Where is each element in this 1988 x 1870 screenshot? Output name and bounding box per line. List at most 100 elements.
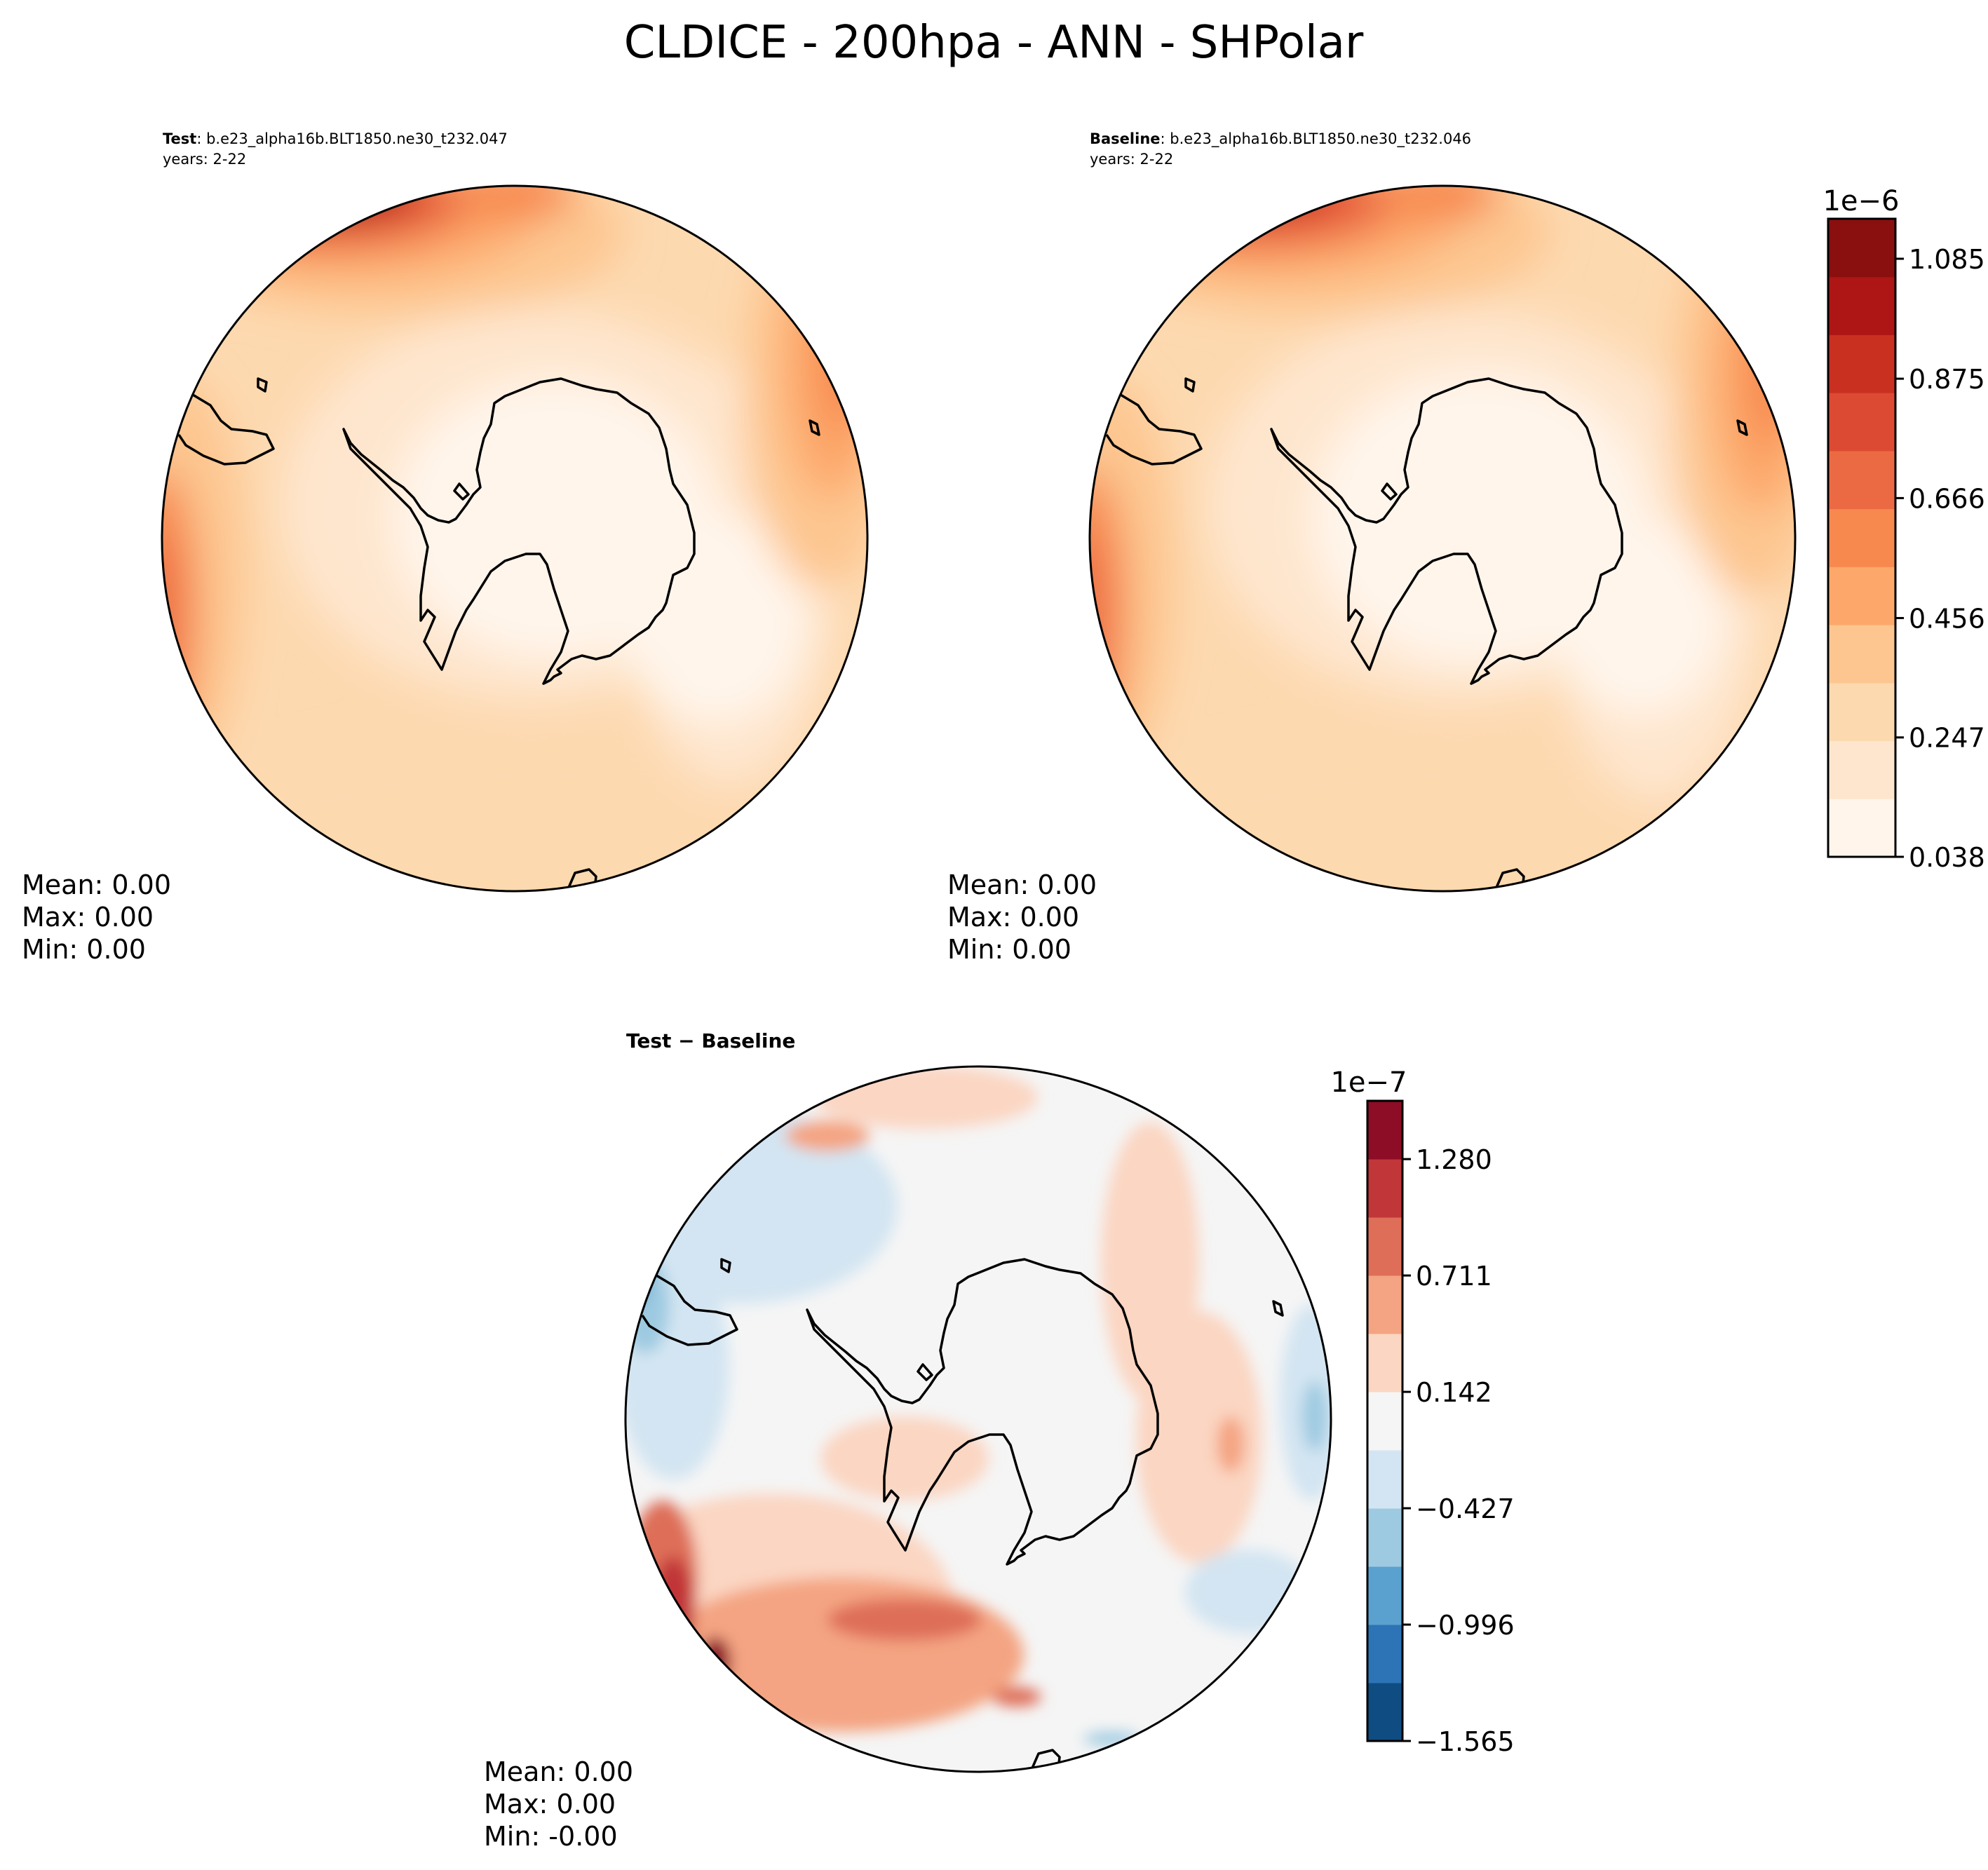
div-colorbar-swatch-7	[1367, 1275, 1402, 1334]
test-blob-top-2	[168, 186, 533, 277]
diff-blob-s-blue	[1083, 1732, 1140, 1746]
test-stat-mean: Mean: 0.00	[22, 869, 171, 900]
diff-south-america-tip	[641, 1272, 738, 1346]
baseline-stat-min: Min: 0.00	[947, 934, 1071, 965]
seq-colorbar-tick-label-4: 0.875	[1909, 364, 1985, 395]
seq-colorbar-swatch-6	[1828, 450, 1895, 510]
test-blob-ocean-bottom	[196, 729, 867, 891]
div-colorbar-ticks: −1.565 −0.996 −0.427 0.142 0.711 1.280	[1402, 1144, 1515, 1757]
baseline-blob-left-2	[1090, 470, 1127, 750]
seq-colorbar-swatch-1	[1828, 740, 1895, 799]
baseline-label: Baseline: b.e23_alpha16b.BLT1850.ne30_t2…	[1090, 130, 1471, 148]
div-colorbar-swatch-1	[1367, 1625, 1402, 1683]
seq-colorbar-swatch-7	[1828, 393, 1895, 452]
div-colorbar-swatch-3	[1367, 1508, 1402, 1567]
test-map-frame	[161, 184, 869, 893]
diff-panel: Test − Baseline	[484, 1029, 1515, 1852]
test-stat-max: Max: 0.00	[22, 902, 154, 933]
test-new-zealand-fragment	[567, 868, 597, 890]
div-colorbar-swatch-5	[1367, 1392, 1402, 1451]
diff-blob-se-blue	[1185, 1550, 1311, 1634]
test-map	[162, 186, 867, 891]
diff-blob-top-red-2	[785, 1120, 870, 1151]
baseline-south-america-tip	[1105, 391, 1203, 466]
div-colorbar-swatch-8	[1367, 1217, 1402, 1276]
test-label-bold: Test	[163, 130, 196, 147]
baseline-falklands	[1184, 377, 1196, 393]
baseline-antarctica-coast	[1270, 377, 1623, 685]
seq-colorbar-swatch-0	[1828, 799, 1895, 858]
div-colorbar-tick-label-5: 1.280	[1416, 1144, 1492, 1175]
seq-colorbar-swatch-9	[1828, 276, 1895, 335]
diff-blob-east-red	[1136, 1311, 1262, 1564]
seq-colorbar-ticks: 0.038 0.247 0.456 0.666 0.875 1.085	[1895, 244, 1985, 873]
baseline-blob-top-5	[1178, 186, 1318, 209]
seq-colorbar-tick-label-3: 0.666	[1909, 483, 1985, 514]
div-colorbar-swatches	[1367, 1101, 1402, 1742]
diff-blob-top-red	[813, 1066, 1038, 1129]
test-blob-top-5	[252, 186, 393, 209]
test-panel: Test: b.e23_alpha16b.BLT1850.ne30_t232.0…	[22, 130, 869, 965]
baseline-years: years: 2-22	[1090, 151, 1173, 168]
div-colorbar-tick-label-1: −0.996	[1416, 1610, 1515, 1641]
div-colorbar-swatch-10	[1367, 1101, 1402, 1160]
baseline-blob-top-2	[1094, 186, 1459, 277]
seq-colorbar-tick-label-5: 1.085	[1909, 244, 1985, 275]
test-label: Test: b.e23_alpha16b.BLT1850.ne30_t232.0…	[163, 130, 508, 148]
diff-blob-sw-edge-2	[652, 1557, 694, 1669]
baseline-blob-right-2	[1711, 245, 1795, 512]
diff-map	[626, 1066, 1331, 1772]
div-colorbar-swatch-9	[1367, 1159, 1402, 1218]
div-colorbar-swatch-6	[1367, 1334, 1402, 1393]
diff-stat-mean: Mean: 0.00	[484, 1756, 633, 1787]
diff-blob-south-red	[659, 1578, 1024, 1732]
test-blob-right-3	[817, 280, 866, 435]
test-years: years: 2-22	[163, 151, 246, 168]
div-colorbar-tick-label-2: −0.427	[1416, 1493, 1515, 1524]
test-stat-min: Min: 0.00	[22, 934, 146, 965]
diff-blob-sw-edge-3	[700, 1637, 731, 1686]
baseline-blob-right-3	[1744, 294, 1793, 449]
test-kerguelen	[809, 419, 820, 436]
test-label-run: : b.e23_alpha16b.BLT1850.ne30_t232.047	[196, 130, 508, 148]
seq-colorbar-swatches	[1828, 219, 1895, 858]
div-colorbar-tick-label-0: −1.565	[1416, 1726, 1515, 1757]
baseline-kerguelen	[1736, 419, 1748, 436]
seq-colorbar-swatch-5	[1828, 508, 1895, 567]
baseline-label-bold: Baseline	[1090, 130, 1161, 147]
baseline-panel: Baseline: b.e23_alpha16b.BLT1850.ne30_t2…	[947, 130, 1985, 965]
baseline-stat-max: Max: 0.00	[947, 902, 1079, 933]
test-south-america-tip	[177, 391, 275, 466]
baseline-blob-top-4	[1143, 186, 1353, 226]
div-colorbar-frame	[1366, 1099, 1404, 1742]
div-colorbar-swatch-2	[1367, 1566, 1402, 1625]
test-antarctic-ice-inlet	[453, 482, 470, 501]
diff-blob-south-red-2	[827, 1599, 982, 1641]
seq-colorbar-tick-label-0: 0.038	[1909, 842, 1985, 873]
baseline-blob-top-orange	[1388, 186, 1501, 221]
seq-colorbar-swatch-4	[1828, 567, 1895, 625]
diff-coastlines	[641, 1258, 1284, 1770]
baseline-new-zealand-fragment	[1494, 868, 1525, 890]
seq-colorbar-exponent: 1e−6	[1823, 185, 1899, 217]
diff-blob-west-blue	[626, 1255, 729, 1479]
diff-new-zealand-fragment	[1030, 1749, 1061, 1770]
test-blob-top-3	[189, 186, 470, 249]
diff-antarctic-ice-inlet	[917, 1363, 933, 1381]
seq-colorbar-tick-label-1: 0.247	[1909, 723, 1985, 754]
test-falklands	[257, 377, 268, 393]
seq-colorbar-frame	[1827, 217, 1897, 858]
seq-colorbar-swatch-2	[1828, 682, 1895, 742]
baseline-blob-interior-east	[1557, 519, 1725, 715]
seq-colorbar-swatch-3	[1828, 625, 1895, 684]
diff-falklands	[720, 1258, 731, 1273]
div-colorbar-swatch-4	[1367, 1450, 1402, 1509]
diff-stat-max: Max: 0.00	[484, 1789, 616, 1820]
diff-blob-west-blue-3	[628, 1262, 648, 1304]
diff-field	[626, 1066, 1331, 1772]
test-coastlines	[177, 377, 820, 890]
seq-colorbar-swatch-10	[1828, 219, 1895, 278]
diff-blob-center-red	[820, 1416, 989, 1500]
diff-map-frame	[624, 1065, 1332, 1773]
